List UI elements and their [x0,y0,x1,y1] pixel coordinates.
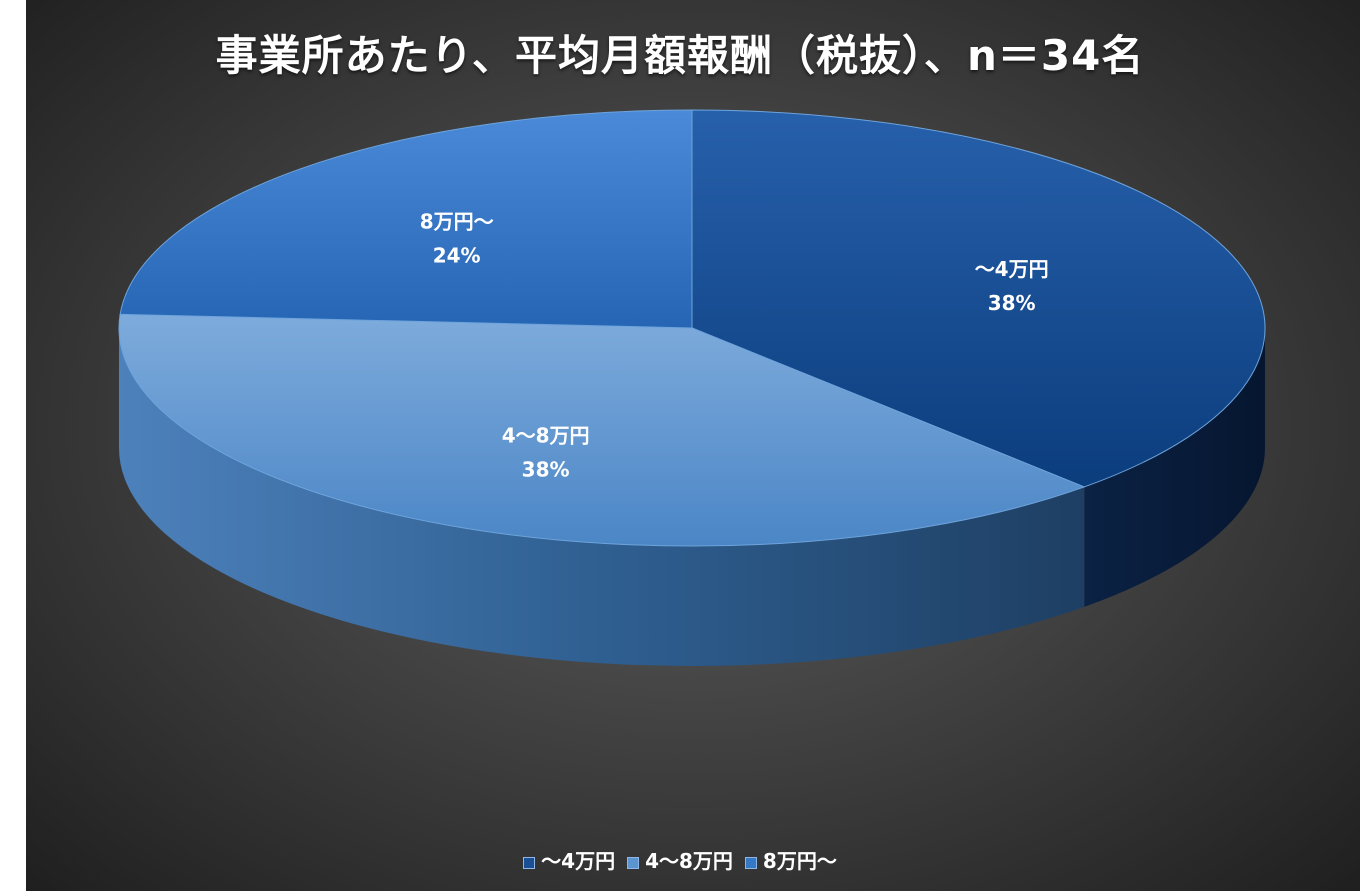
legend-label: 4～8万円 [645,849,733,873]
slice-label-percent: 38% [522,457,570,481]
legend-item: 8万円～ [744,845,837,874]
pie-side-0 [1084,328,1265,607]
chart-title: 事業所あたり、平均月額報酬（税抜）、n＝34名 [215,31,1145,80]
slice-label-category: 8万円～ [420,210,494,234]
slice-label-category: ～4万円 [975,257,1049,281]
pie-slice-0 [691,109,1266,488]
legend-item: 4～8万円 [627,845,733,874]
legend-swatch [627,856,640,869]
pie-slice-1 [118,313,1086,547]
legend: ～4万円 4～8万円 8万円～ [0,845,1360,874]
pie-slice-2 [119,109,693,329]
legend-item: ～4万円 [523,845,615,874]
legend-label: 8万円～ [762,849,837,873]
slice-label-percent: 38% [988,291,1036,315]
slice-label-percent: 24% [433,244,481,268]
legend-label: ～4万円 [541,849,616,873]
pie-side-1 [119,328,1085,666]
legend-swatch [744,856,757,869]
slice-label-category: 4～8万円 [502,423,590,447]
legend-swatch [523,856,536,869]
